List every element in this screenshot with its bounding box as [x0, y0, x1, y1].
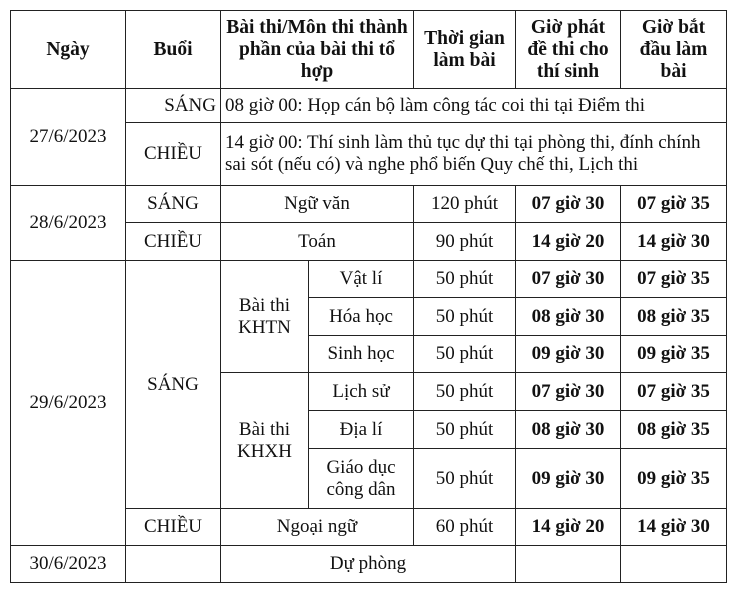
group-cell-khxh: Bài thi KHXH: [220, 372, 309, 509]
duration-cell: 50 phút: [413, 297, 516, 336]
distribute-time-cell: 14 giờ 20: [515, 508, 621, 546]
empty-cell: [515, 545, 621, 583]
duration-cell: 50 phút: [413, 448, 516, 509]
subject-cell: Ngữ văn: [220, 185, 414, 223]
header-gio-bat-dau: Giờ bắt đầu làm bài: [620, 10, 727, 89]
table-row: CHIỀU Toán 90 phút 14 giờ 20 14 giờ 30: [11, 222, 727, 261]
distribute-time-cell: 07 giờ 30: [515, 260, 621, 298]
table-row: 30/6/2023 Dự phòng: [10, 545, 727, 583]
subject-cell: Ngoại ngữ: [220, 508, 414, 546]
header-thoi-gian: Thời gian làm bài: [413, 10, 516, 89]
session-cell: SÁNG: [125, 260, 221, 509]
distribute-time-cell: 07 giờ 30: [515, 372, 621, 411]
start-time-cell: 08 giờ 35: [620, 297, 727, 336]
duration-cell: 120 phút: [413, 185, 516, 223]
duration-cell: 50 phút: [413, 372, 516, 411]
header-bai-thi: Bài thi/Môn thi thành phần của bài thi t…: [220, 10, 414, 89]
start-time-cell: 07 giờ 35: [620, 185, 727, 223]
reserve-cell: Dự phòng: [220, 545, 516, 583]
session-cell: CHIỀU: [125, 122, 221, 186]
distribute-time-cell: 08 giờ 30: [515, 410, 621, 449]
start-time-cell: 09 giờ 35: [620, 448, 727, 509]
note-cell: 08 giờ 00: Họp cán bộ làm công tác coi t…: [220, 88, 727, 123]
subject-cell: Hóa học: [308, 297, 414, 336]
start-time-cell: 09 giờ 35: [620, 335, 727, 373]
table-row: CHIỀU Ngoại ngữ 60 phút 14 giờ 20 14 giờ…: [11, 508, 727, 546]
session-cell: SÁNG: [125, 88, 221, 123]
subject-cell: Địa lí: [308, 410, 414, 449]
session-cell: CHIỀU: [125, 508, 221, 546]
distribute-time-cell: 07 giờ 30: [515, 185, 621, 223]
group-cell-khtn: Bài thi KHTN: [220, 260, 309, 373]
table-row: 28/6/2023 SÁNG Ngữ văn 120 phút 07 giờ 3…: [10, 185, 727, 261]
duration-cell: 50 phút: [413, 260, 516, 298]
table-row: 29/6/2023 SÁNG Bài thi KHTN Vật lí 50 ph…: [10, 260, 727, 546]
exam-schedule-table: Ngày Buổi Bài thi/Môn thi thành phần của…: [10, 10, 727, 583]
table-row: Bài thi KHXH Lịch sử 50 phút 07 giờ 30 0…: [11, 372, 727, 509]
date-cell: 28/6/2023: [10, 185, 126, 261]
subject-cell: Vật lí: [308, 260, 414, 298]
header-row: Ngày Buổi Bài thi/Môn thi thành phần của…: [10, 10, 727, 89]
start-time-cell: 07 giờ 35: [620, 372, 727, 411]
table-row: CHIỀU 14 giờ 00: Thí sinh làm thủ tục dự…: [11, 122, 727, 186]
note-cell: 14 giờ 00: Thí sinh làm thủ tục dự thi t…: [220, 122, 727, 186]
header-gio-phat: Giờ phát đề thi cho thí sinh: [515, 10, 621, 89]
session-cell: SÁNG: [125, 185, 221, 223]
distribute-time-cell: 08 giờ 30: [515, 297, 621, 336]
start-time-cell: 08 giờ 35: [620, 410, 727, 449]
distribute-time-cell: 09 giờ 30: [515, 448, 621, 509]
duration-cell: 50 phút: [413, 335, 516, 373]
start-time-cell: 14 giờ 30: [620, 508, 727, 546]
table-row: Giáo dục công dân 50 phút 09 giờ 30 09 g…: [11, 448, 727, 509]
session-cell: CHIỀU: [125, 222, 221, 261]
duration-cell: 90 phút: [413, 222, 516, 261]
duration-cell: 50 phút: [413, 410, 516, 449]
subject-cell: Toán: [220, 222, 414, 261]
start-time-cell: 07 giờ 35: [620, 260, 727, 298]
subject-cell: Giáo dục công dân: [308, 448, 414, 509]
table-row: 27/6/2023 SÁNG 08 giờ 00: Họp cán bộ làm…: [10, 88, 727, 186]
date-cell: 27/6/2023: [10, 88, 126, 186]
subject-cell: Lịch sử: [308, 372, 414, 411]
header-ngay: Ngày: [10, 10, 126, 89]
date-cell: 30/6/2023: [10, 545, 126, 583]
empty-cell: [620, 545, 727, 583]
subject-cell: Sinh học: [308, 335, 414, 373]
session-cell: [125, 545, 221, 583]
distribute-time-cell: 09 giờ 30: [515, 335, 621, 373]
distribute-time-cell: 14 giờ 20: [515, 222, 621, 261]
date-cell: 29/6/2023: [10, 260, 126, 546]
header-buoi: Buổi: [125, 10, 221, 89]
start-time-cell: 14 giờ 30: [620, 222, 727, 261]
duration-cell: 60 phút: [413, 508, 516, 546]
